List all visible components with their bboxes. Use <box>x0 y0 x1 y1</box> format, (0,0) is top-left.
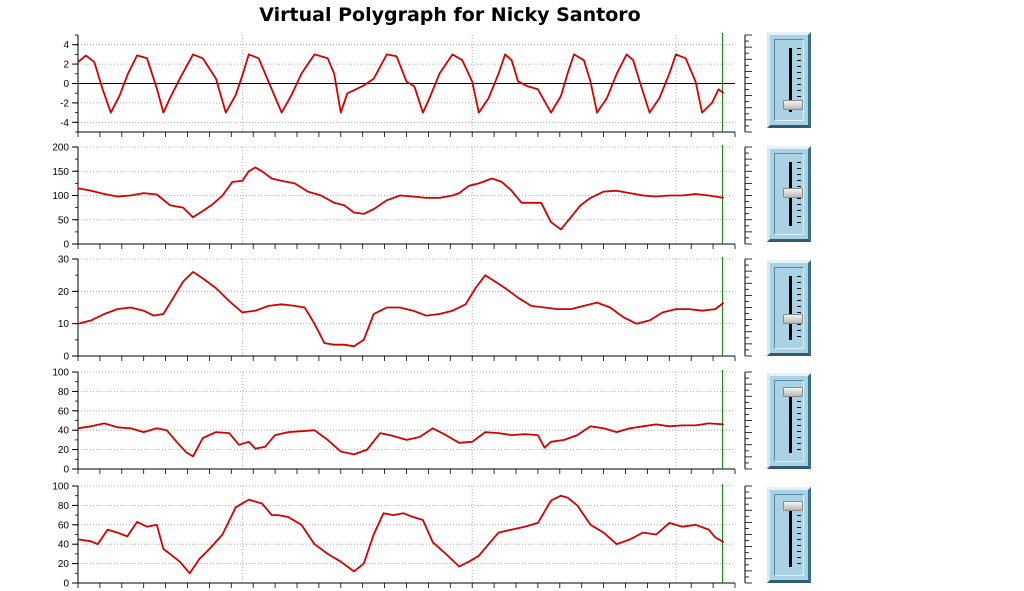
channel-3-trace <box>77 270 725 348</box>
slider-thumb[interactable] <box>783 314 803 324</box>
slider-track <box>789 389 792 453</box>
slider-track <box>789 503 792 567</box>
channel-5-ytick-label: 40 <box>58 540 70 551</box>
channel-5-ytick-label: 60 <box>58 520 70 531</box>
slider-frame <box>774 267 804 349</box>
channel-3-ytick-label: 10 <box>58 319 70 330</box>
channel-2-ytick-label: 0 <box>63 240 69 251</box>
channel-4-ytick-label: 0 <box>63 465 69 476</box>
channel-3-ytick-label: 0 <box>63 352 69 363</box>
slider-ticks <box>797 503 801 567</box>
channel-1-ytick-label: -4 <box>60 118 69 129</box>
channel-1-ytick-label: 4 <box>63 40 69 51</box>
slider-track <box>789 48 792 112</box>
channel-1-slider[interactable] <box>767 32 811 128</box>
channel-2-ytick-label: 50 <box>58 215 70 226</box>
channel-4-slider[interactable] <box>767 373 811 469</box>
slider-track <box>789 276 792 340</box>
channel-4-ytick-label: 80 <box>58 387 70 398</box>
slider-frame <box>774 153 804 235</box>
slider-frame <box>774 494 804 576</box>
channel-4-trace <box>77 422 724 458</box>
slider-thumb[interactable] <box>783 188 803 198</box>
channel-2-slider[interactable] <box>767 146 811 242</box>
channel-3-slider[interactable] <box>767 260 811 356</box>
slider-thumb[interactable] <box>783 501 803 511</box>
channel-2-ytick-label: 200 <box>52 143 69 154</box>
slider-thumb[interactable] <box>783 100 803 110</box>
channel-2-ytick-label: 100 <box>52 191 69 202</box>
slider-frame <box>774 39 804 121</box>
slider-frame <box>774 380 804 462</box>
channel-5-slider[interactable] <box>767 487 811 583</box>
channel-5-trace <box>77 494 725 575</box>
channel-5-ytick-label: 20 <box>58 559 70 570</box>
channel-2-ytick-label: 150 <box>52 167 69 178</box>
channel-2-trace <box>77 166 724 231</box>
slider-thumb[interactable] <box>783 387 803 397</box>
channel-4-ytick-label: 20 <box>58 445 70 456</box>
slider-ticks <box>797 48 801 112</box>
slider-ticks <box>797 276 801 340</box>
channel-1-ytick-label: 0 <box>63 79 69 90</box>
page-title: Virtual Polygraph for Nicky Santoro <box>259 4 641 26</box>
channel-3-ytick-label: 20 <box>58 287 70 298</box>
channel-4-ytick-label: 60 <box>58 406 70 417</box>
channel-1-ytick-label: 2 <box>63 60 69 71</box>
slider-ticks <box>797 389 801 453</box>
channel-1-ytick-label: -2 <box>60 98 69 109</box>
channel-3-ytick-label: 30 <box>58 255 70 266</box>
channel-1-trace <box>77 53 725 114</box>
channel-4-ytick-label: 100 <box>52 368 69 379</box>
polygraph-charts: 420-2-4200150100500302010010080604020010… <box>52 33 752 590</box>
channel-5-ytick-label: 100 <box>52 482 69 493</box>
channel-5-ytick-label: 80 <box>58 501 70 512</box>
channel-5-ytick-label: 0 <box>63 579 69 590</box>
channel-4-ytick-label: 40 <box>58 426 70 437</box>
